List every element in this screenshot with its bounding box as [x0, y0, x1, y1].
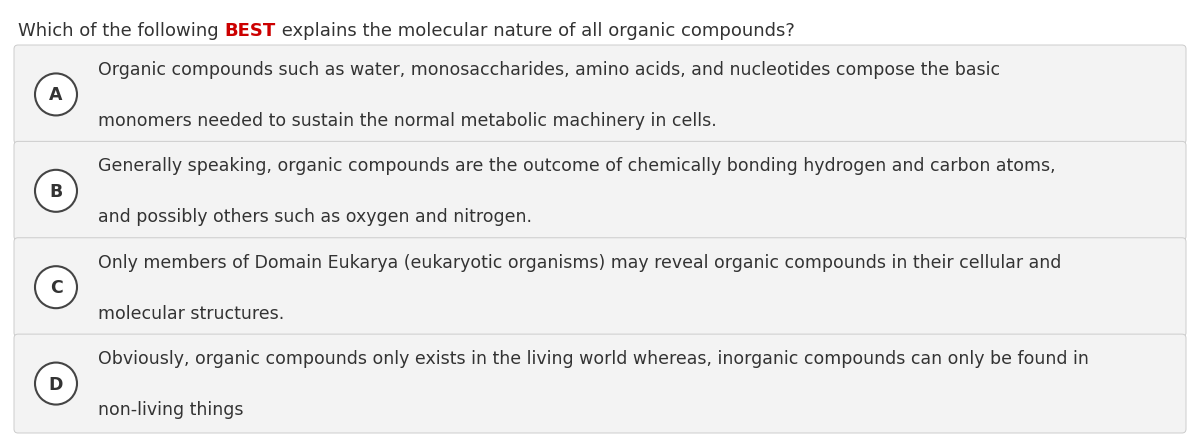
FancyBboxPatch shape: [14, 238, 1186, 337]
Text: Which of the following: Which of the following: [18, 22, 224, 40]
Circle shape: [35, 363, 77, 404]
Text: D: D: [49, 375, 64, 393]
Text: BEST: BEST: [224, 22, 276, 40]
Text: A: A: [49, 86, 62, 104]
Text: Organic compounds such as water, monosaccharides, amino acids, and nucleotides c: Organic compounds such as water, monosac…: [98, 61, 1000, 79]
Text: non-living things: non-living things: [98, 400, 244, 418]
Text: and possibly others such as oxygen and nitrogen.: and possibly others such as oxygen and n…: [98, 208, 532, 226]
Text: molecular structures.: molecular structures.: [98, 304, 284, 322]
FancyBboxPatch shape: [14, 142, 1186, 241]
Text: monomers needed to sustain the normal metabolic machinery in cells.: monomers needed to sustain the normal me…: [98, 112, 716, 130]
Text: explains the molecular nature of all organic compounds?: explains the molecular nature of all org…: [276, 22, 794, 40]
FancyBboxPatch shape: [14, 46, 1186, 145]
Circle shape: [35, 171, 77, 212]
FancyBboxPatch shape: [14, 334, 1186, 433]
Circle shape: [35, 74, 77, 116]
Text: Obviously, organic compounds only exists in the living world whereas, inorganic : Obviously, organic compounds only exists…: [98, 349, 1088, 367]
Text: Only members of Domain Eukarya (eukaryotic organisms) may reveal organic compoun: Only members of Domain Eukarya (eukaryot…: [98, 253, 1061, 271]
Circle shape: [35, 266, 77, 309]
Text: Generally speaking, organic compounds are the outcome of chemically bonding hydr: Generally speaking, organic compounds ar…: [98, 157, 1056, 175]
Text: C: C: [49, 279, 62, 296]
Text: B: B: [49, 182, 62, 201]
